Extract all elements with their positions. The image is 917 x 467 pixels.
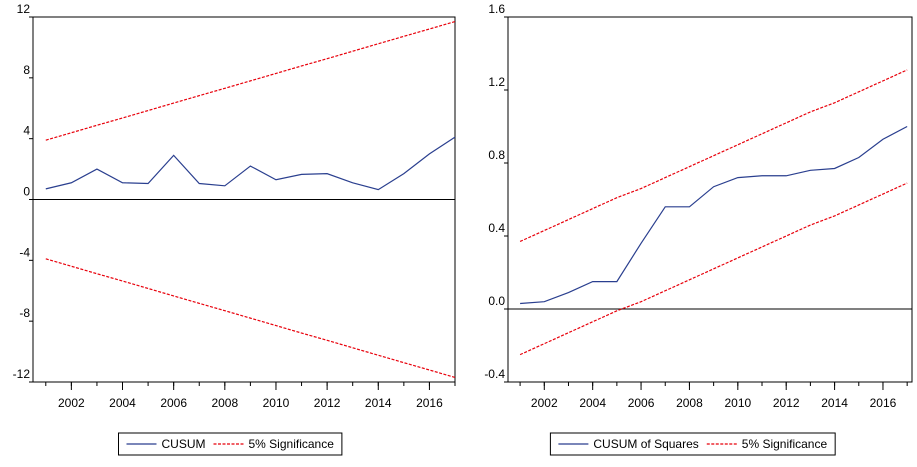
x-tick-label: 2004 bbox=[579, 396, 606, 410]
y-tick-label: 8 bbox=[23, 63, 30, 77]
legend-label: 5% Significance bbox=[249, 437, 335, 451]
upper-band bbox=[519, 69, 908, 243]
y-tick-label: 1.6 bbox=[488, 2, 505, 16]
legend-box bbox=[549, 432, 836, 456]
y-tick-label: -4 bbox=[19, 245, 30, 259]
y-tick-label: -8 bbox=[19, 306, 30, 320]
legend-label: 5% Significance bbox=[742, 437, 828, 451]
x-tick-label: 2012 bbox=[773, 396, 800, 410]
lower-band bbox=[519, 182, 908, 356]
y-tick-label: 0.4 bbox=[488, 221, 505, 235]
y-tick-label: 12 bbox=[17, 2, 31, 16]
x-tick-label: 2002 bbox=[58, 396, 85, 410]
x-tick-label: 2002 bbox=[531, 396, 558, 410]
x-tick-label: 2004 bbox=[109, 396, 136, 410]
cusum-line bbox=[45, 136, 456, 191]
x-tick-label: 2006 bbox=[628, 396, 655, 410]
x-tick-label: 2008 bbox=[211, 396, 238, 410]
x-tick-label: 2010 bbox=[263, 396, 290, 410]
x-tick-label: 2010 bbox=[724, 396, 751, 410]
cusum-line bbox=[520, 125, 908, 305]
legend-box bbox=[118, 432, 343, 456]
y-tick-label: 0.0 bbox=[488, 294, 505, 308]
x-tick-label: 2006 bbox=[160, 396, 187, 410]
x-tick-label: 2014 bbox=[365, 396, 392, 410]
y-tick-label: 0.8 bbox=[488, 148, 505, 162]
y-tick-label: -12 bbox=[13, 367, 31, 381]
upper-band bbox=[45, 20, 456, 141]
x-tick-label: 2014 bbox=[821, 396, 848, 410]
plot-frame bbox=[507, 16, 913, 383]
legend-label: CUSUM of Squares bbox=[593, 437, 698, 451]
x-tick-label: 2016 bbox=[416, 396, 443, 410]
y-tick-label: 0 bbox=[23, 185, 30, 199]
x-tick-label: 2012 bbox=[314, 396, 341, 410]
lower-band bbox=[45, 258, 456, 379]
y-tick-label: -0.4 bbox=[484, 367, 505, 381]
legend-label: CUSUM bbox=[162, 437, 206, 451]
y-tick-label: 1.2 bbox=[488, 75, 505, 89]
x-tick-label: 2016 bbox=[870, 396, 897, 410]
y-tick-label: 4 bbox=[23, 124, 30, 138]
x-tick-label: 2008 bbox=[676, 396, 703, 410]
